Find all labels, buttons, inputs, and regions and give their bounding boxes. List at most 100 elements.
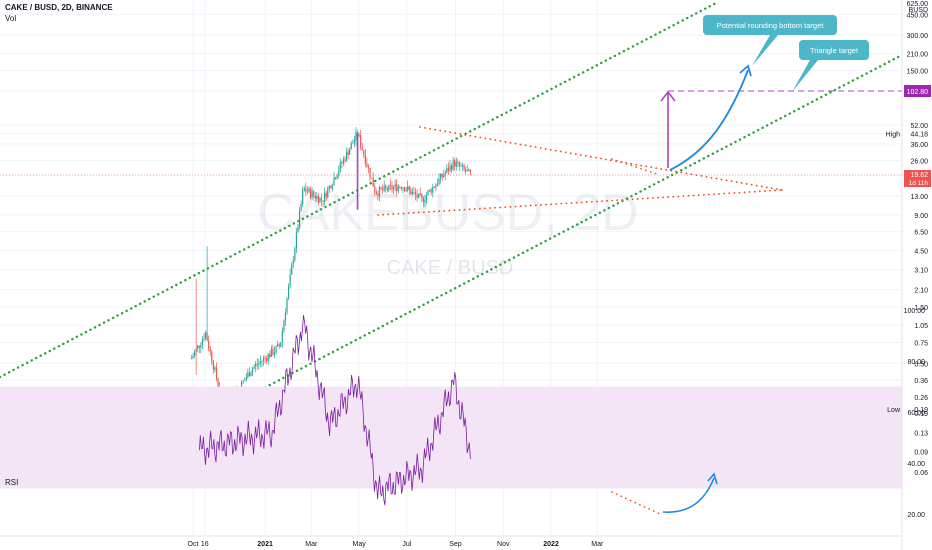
candle-body <box>287 286 290 299</box>
time-axis-tick: 16 <box>201 541 209 548</box>
low-label: Low <box>887 407 901 414</box>
candle-body <box>244 379 246 381</box>
candle-body <box>372 178 374 187</box>
price-axis-tick: 13.00 <box>910 194 928 201</box>
candle-body <box>211 351 213 363</box>
candle-body <box>400 187 403 189</box>
candle-body <box>319 197 321 203</box>
candle-body <box>369 168 371 178</box>
candle-body <box>435 184 437 188</box>
candle-body <box>447 168 450 172</box>
candle-body <box>383 185 385 191</box>
candle-body <box>414 192 417 195</box>
candle-body <box>443 175 445 178</box>
candle-body <box>204 332 207 339</box>
candle-body <box>454 160 456 167</box>
candle-body <box>201 339 204 346</box>
candle-body <box>328 185 330 189</box>
candle-body <box>242 380 244 382</box>
candle-body <box>193 351 196 357</box>
candle-body <box>333 177 335 186</box>
price-axis-tick: 52.00 <box>910 123 928 130</box>
candle-body <box>264 357 266 359</box>
time-axis-tick: Mar <box>591 541 604 548</box>
price-axis-tick: 9.00 <box>914 213 928 220</box>
candle-body <box>399 186 401 188</box>
candle-body <box>403 187 406 192</box>
candle-body <box>410 189 412 195</box>
candle-body <box>380 187 382 190</box>
candle-body <box>336 175 338 179</box>
candle-body <box>411 191 413 195</box>
candle-body <box>331 185 334 189</box>
candle-body <box>297 227 299 233</box>
candle-body <box>317 196 319 203</box>
candle-body <box>245 377 247 380</box>
price-axis-tick: 210.00 <box>907 51 929 58</box>
candle-body <box>378 187 381 197</box>
candle-body <box>439 173 442 179</box>
rsi-axis-tick: 60.00 <box>907 410 925 417</box>
candle-body <box>277 344 279 347</box>
candle-body <box>360 135 362 147</box>
candle-body <box>424 200 426 203</box>
rounding-bottom-arrow <box>669 69 749 171</box>
candle-body <box>324 192 326 202</box>
candle-body <box>314 195 316 199</box>
candle-body <box>251 368 254 373</box>
candle-body <box>289 274 291 287</box>
candle-body <box>262 357 265 362</box>
candle-body <box>280 342 282 347</box>
candle-body <box>407 186 409 191</box>
candle-body <box>255 364 257 367</box>
volume-label: Vol <box>5 14 17 23</box>
rounding-bottom-arrowhead <box>739 64 752 77</box>
last-price-value: 19.62 <box>910 172 928 179</box>
candle-body <box>364 154 366 164</box>
rsi-axis-tick: 40.00 <box>907 461 925 468</box>
candle-body <box>422 197 424 203</box>
watermark-ticker: CAKEBUSD, 2D <box>257 184 638 242</box>
candle-body <box>342 159 345 164</box>
channel-lower-line <box>105 53 904 472</box>
price-axis-tick: 6.50 <box>914 230 928 237</box>
candle-body <box>427 190 429 195</box>
candle-body <box>295 232 298 249</box>
candle-body <box>457 161 459 163</box>
candle-body <box>436 184 439 186</box>
candle-body <box>382 189 384 191</box>
candle-body <box>367 166 370 169</box>
rsi-band <box>0 386 902 489</box>
candle-body <box>421 194 423 198</box>
candle-body <box>353 139 356 143</box>
candle-body <box>273 352 276 355</box>
candle-body <box>298 210 301 228</box>
candle-body <box>330 185 332 189</box>
candle-body <box>358 135 360 136</box>
rsi-line <box>198 315 471 506</box>
callout-pointer-rounding-bottom <box>752 35 778 66</box>
candle-body <box>375 192 377 195</box>
candle-body <box>463 165 465 170</box>
candle-body <box>302 191 304 204</box>
target-arrowhead <box>660 90 676 102</box>
candle-body <box>313 191 315 196</box>
high-label: High <box>886 131 901 138</box>
candle-body <box>397 186 399 192</box>
candle-body <box>308 188 310 192</box>
candle-body <box>385 185 387 189</box>
price-axis-tick: 26.00 <box>910 159 928 166</box>
candle-body <box>391 185 393 190</box>
price-axis-tick: 300.00 <box>907 33 929 40</box>
candle-body <box>322 200 324 202</box>
price-axis-tick: 3.10 <box>914 268 928 275</box>
candle-body <box>347 151 349 155</box>
triangle-upper-line <box>419 126 783 191</box>
candle-body <box>212 362 214 370</box>
candle-body <box>339 162 341 171</box>
candle-body <box>466 170 468 172</box>
candle-body <box>320 197 323 201</box>
